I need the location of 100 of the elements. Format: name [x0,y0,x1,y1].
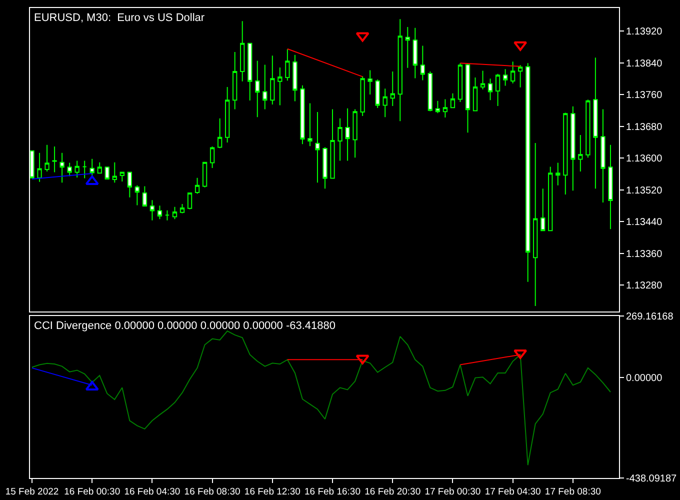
y-tick-label: 269.16168 [626,311,674,322]
candlestick [187,192,192,210]
x-tick-label: 17 Feb 08:30 [544,486,601,498]
x-tick-label: 16 Feb 04:30 [124,486,180,498]
candlestick [502,68,508,86]
candlestick [330,108,335,179]
candlestick [390,71,395,107]
y-tick-label: 1.13280 [626,280,663,292]
candlestick [224,86,230,144]
candlestick [412,27,418,79]
y-tick-label: 1.13520 [626,185,663,196]
candlestick [375,78,380,109]
candlestick [368,70,372,96]
candlestick [608,144,613,230]
line-series [32,330,611,466]
candlestick [600,108,606,203]
candlestick [352,108,358,158]
candlestick [172,206,178,220]
candlestick [308,102,312,147]
candlestick [510,61,516,84]
candlestick [112,162,117,184]
x-tick-label: 16 Feb 08:30 [184,486,240,498]
candlestick [556,162,560,186]
candlestick [465,63,470,134]
candlestick [217,118,222,149]
x-tick-label: 15 Feb 2022 [5,486,59,498]
candlestick [360,76,365,116]
candlestick [480,70,486,90]
candlestick [578,134,583,172]
x-tick-label: 16 Feb 16:30 [304,486,361,498]
candlestick [97,162,102,174]
candlestick [292,54,298,102]
x-tick-label: 17 Feb 00:30 [424,486,481,498]
candlestick [526,62,530,282]
candlestick [44,144,50,172]
x-tick-label: 16 Feb 00:30 [64,486,120,498]
candlestick [240,20,245,82]
candlestick [586,99,590,158]
candlestick [262,64,268,110]
candlestick [570,106,576,192]
candlestick [563,112,568,196]
chart-title: EURUSD, M30: Euro vs US Dollar [34,12,205,24]
candlestick [37,152,42,182]
candlestick [180,204,185,214]
candlestick [278,67,282,106]
candlestick [315,111,320,184]
candlestick [420,45,426,81]
y-tick-label: 0.00000 [626,373,663,384]
candlestick [202,162,208,188]
candlestick [382,88,388,118]
candlestick [74,160,80,178]
candlestick [398,18,402,122]
candlestick [157,205,162,220]
candlestick [488,78,493,101]
candlestick [472,76,478,112]
candlestick [142,186,148,207]
candlestick [338,118,342,162]
candlestick [285,48,290,82]
candlestick [533,142,538,307]
y-tick-label: 1.13680 [626,122,663,133]
candlestick [210,146,215,168]
candlestick [194,177,200,194]
candlestick [540,188,546,232]
candlestick [270,55,275,105]
candlestick [67,162,72,177]
candlestick [345,108,350,162]
candlestick [90,158,94,178]
candlestick [458,62,463,103]
candlestick [322,146,328,190]
candlestick [127,172,132,198]
y-tick-label: 1.13760 [626,90,663,102]
candlestick [428,71,433,112]
candlestick [232,52,238,110]
candlestick [300,84,305,145]
candlestick [82,160,87,179]
candlestick [104,166,110,180]
candlestick [150,200,155,221]
candlestick [60,152,64,184]
candlestick [593,57,598,190]
y-tick-label: 1.13360 [626,248,663,260]
y-tick-label: 1.13920 [626,26,663,38]
candlestick [442,98,448,118]
candlestick [120,172,124,182]
candlestick [495,73,500,107]
candlestick [548,166,553,232]
x-tick-label: 16 Feb 12:30 [244,486,300,498]
candlestick [164,210,170,221]
x-tick-label: 16 Feb 20:30 [364,486,421,498]
y-tick-label: 1.13440 [626,217,663,228]
y-tick-label: 1.13840 [626,58,663,70]
x-tick-label: 17 Feb 04:30 [484,486,541,498]
y-tick-label: -438.09187 [626,474,678,484]
candlestick [248,42,252,101]
candlestick [52,146,57,173]
candlestick [518,64,523,88]
candlestick [405,26,410,68]
candlestick [435,100,440,114]
chart-title: CCI Divergence 0.00000 0.00000 0.00000 0.00000 -63.41880 [34,320,336,332]
candlestick [134,184,140,206]
candlestick [450,92,456,108]
